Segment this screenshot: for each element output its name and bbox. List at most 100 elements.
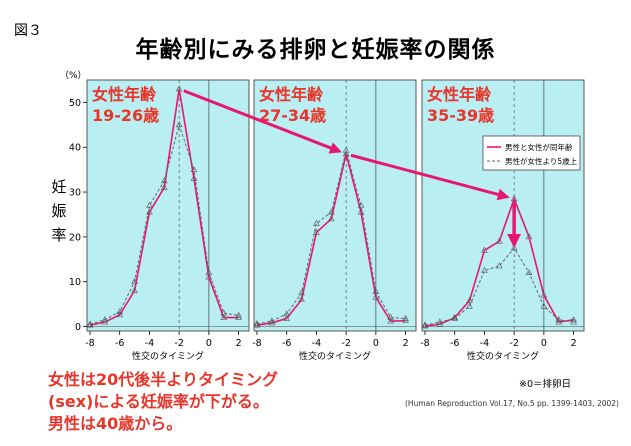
data-point [298,296,305,302]
x-tick-label: -6 [282,338,291,349]
y-tick-label: 20 [69,232,81,243]
conclusion-line: 男性は40歳から。 [48,414,183,433]
data-point [86,321,94,328]
data-point [570,318,577,325]
citation: (Human Reproduction Vol.17, No.5 pp. 139… [405,399,619,408]
legend-box [482,135,581,171]
y-tick-label: 40 [69,143,81,154]
trend-arrows [183,89,522,248]
series-line-same-age [89,88,239,326]
panel: -8 -6 -4 -2 0 2 性交のタイミング 女性年齢 35-39歳 [420,79,585,362]
data-point [146,201,153,208]
data-point [466,296,473,303]
legend-entry: 男性が女性より5歳上 [505,156,578,166]
y-unit-label: （%） [60,70,87,81]
panel-label: 女性年齢 [427,85,492,104]
y-tick-label: 0 [75,322,81,333]
x-tick-label: 0 [373,338,379,349]
x-tick-label: 0 [206,338,212,349]
x-tick-label: 0 [541,338,547,349]
data-point [481,246,488,253]
data-point [525,233,533,240]
panel: -8 -6 -4 -2 0 2 性交のタイミング 女性年齢 19-26歳 [85,79,250,362]
x-tick-label: -6 [450,338,459,349]
series-line-male-older [424,247,574,326]
data-point [283,314,291,321]
data-point [387,317,395,324]
conclusion-line: 女性は20代後半よりタイミング [48,370,278,389]
x-tick-label: -4 [312,338,321,349]
x-tick-label: -8 [85,338,94,349]
data-point [495,237,503,244]
data-point [175,121,183,128]
data-point [372,293,380,300]
data-point [190,166,198,172]
y-axis-label-char: 娠 [51,202,66,220]
trend-arrow [183,89,342,154]
panel-label: 35-39歳 [427,106,494,125]
x-tick-label: -8 [420,338,429,349]
data-point [298,289,305,296]
data-point [313,219,320,226]
data-point [540,291,548,298]
x-axis-label: 性交のタイミング [299,350,371,362]
data-point [481,266,488,273]
data-point [327,215,335,222]
y-tick-label: 50 [69,98,81,109]
data-point [357,208,365,215]
x-axis-label: 性交のタイミング [132,350,204,362]
data-point [421,321,429,328]
data-point [387,313,395,320]
panel-label: 19-26歳 [92,106,159,125]
data-point [86,320,94,327]
data-point [540,302,548,309]
x-tick-label: -6 [115,338,124,349]
y-axis-label: 妊娠率 [51,178,66,244]
x-tick-label: -8 [252,338,261,349]
data-point [495,262,503,269]
y-axis-label-char: 率 [51,226,66,244]
series-line-same-age [256,153,406,326]
data-point [283,310,291,317]
data-point [253,321,261,328]
data-point [101,316,109,323]
legend-entry: 男性と女性が同年齢 [505,142,573,152]
x-tick-label: 2 [571,338,577,349]
data-point [372,287,380,294]
data-point [421,322,429,329]
panel-label: 27-34歳 [259,106,326,125]
x-tick-label: 2 [236,338,242,349]
data-point [116,311,124,318]
data-point [220,309,228,316]
x-axis-label: 性交のタイミング [467,350,539,362]
data-point [525,269,533,276]
data-point [131,278,138,284]
y-tick-label: 10 [69,277,81,288]
x-tick-label: -2 [509,338,518,349]
data-point [327,208,335,215]
data-point [131,287,138,293]
data-point [342,150,350,157]
data-point [220,313,228,320]
ovulation-note: ※0＝排卵日 [519,379,572,390]
data-point [175,85,183,92]
data-point [160,183,168,190]
data-point [268,319,276,326]
data-point [116,308,124,315]
panel: -8 -6 -4 -2 0 2 性交のタイミング 女性年齢 27-34歳 [252,79,417,362]
conclusion-text: 女性は20代後半よりタイミング (sex)による妊娠率が下がる。 男性は40歳か… [48,369,278,435]
panel-background [421,79,585,332]
series-line-male-older [89,123,239,325]
trend-arrow [350,153,510,201]
y-tick-label: 30 [69,188,81,199]
panel-label: 女性年齢 [259,85,324,104]
data-point [466,302,473,309]
panel-label: 女性年齢 [92,85,157,104]
data-point [451,314,459,321]
x-tick-label: 2 [403,338,409,349]
data-point [268,317,276,324]
data-point [402,314,409,321]
